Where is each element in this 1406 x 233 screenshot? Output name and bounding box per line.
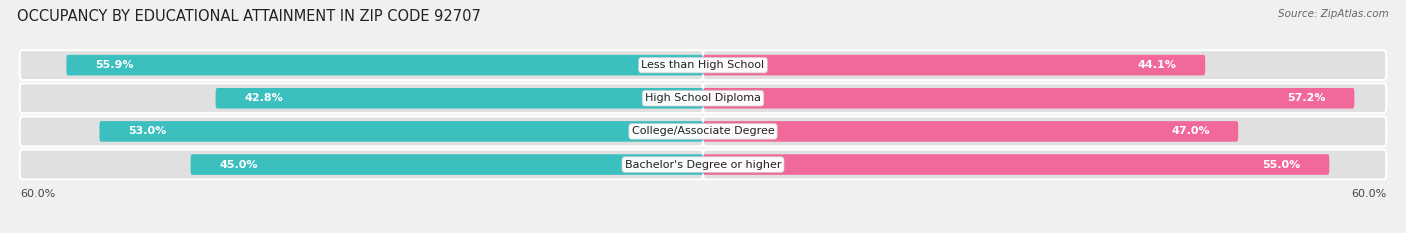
FancyBboxPatch shape: [703, 154, 1329, 175]
Legend: Owner-occupied, Renter-occupied: Owner-occupied, Renter-occupied: [585, 229, 821, 233]
FancyBboxPatch shape: [20, 116, 703, 146]
Text: 57.2%: 57.2%: [1288, 93, 1326, 103]
Text: 47.0%: 47.0%: [1171, 127, 1209, 136]
FancyBboxPatch shape: [703, 55, 1205, 75]
Text: 53.0%: 53.0%: [128, 127, 166, 136]
FancyBboxPatch shape: [703, 121, 1239, 142]
FancyBboxPatch shape: [20, 83, 703, 113]
Text: OCCUPANCY BY EDUCATIONAL ATTAINMENT IN ZIP CODE 92707: OCCUPANCY BY EDUCATIONAL ATTAINMENT IN Z…: [17, 9, 481, 24]
Text: 55.0%: 55.0%: [1263, 160, 1301, 170]
FancyBboxPatch shape: [215, 88, 703, 109]
Text: 60.0%: 60.0%: [20, 189, 55, 199]
Text: 55.9%: 55.9%: [96, 60, 134, 70]
FancyBboxPatch shape: [703, 150, 1386, 179]
Text: Source: ZipAtlas.com: Source: ZipAtlas.com: [1278, 9, 1389, 19]
Text: 45.0%: 45.0%: [219, 160, 257, 170]
Text: Less than High School: Less than High School: [641, 60, 765, 70]
Text: 44.1%: 44.1%: [1137, 60, 1177, 70]
FancyBboxPatch shape: [66, 55, 703, 75]
Text: 42.8%: 42.8%: [245, 93, 283, 103]
FancyBboxPatch shape: [703, 88, 1354, 109]
FancyBboxPatch shape: [191, 154, 703, 175]
FancyBboxPatch shape: [703, 116, 1386, 146]
FancyBboxPatch shape: [703, 50, 1386, 80]
FancyBboxPatch shape: [703, 83, 1386, 113]
FancyBboxPatch shape: [20, 50, 703, 80]
Text: 60.0%: 60.0%: [1351, 189, 1386, 199]
Text: High School Diploma: High School Diploma: [645, 93, 761, 103]
FancyBboxPatch shape: [20, 150, 703, 179]
Text: Bachelor's Degree or higher: Bachelor's Degree or higher: [624, 160, 782, 170]
Text: College/Associate Degree: College/Associate Degree: [631, 127, 775, 136]
FancyBboxPatch shape: [100, 121, 703, 142]
